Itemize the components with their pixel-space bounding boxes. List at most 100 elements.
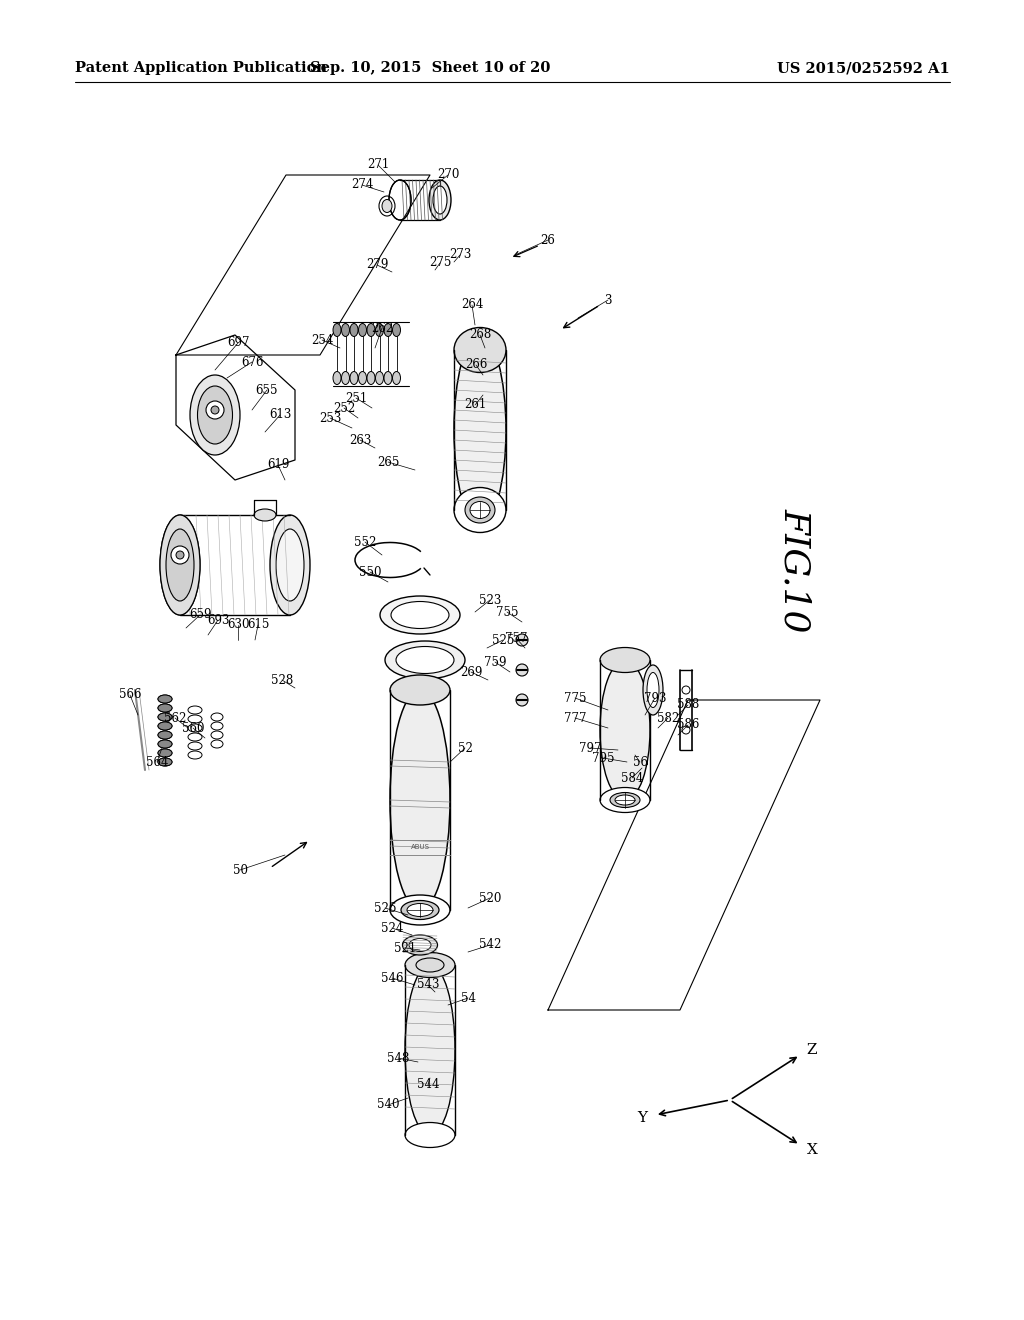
Text: 759: 759: [483, 656, 506, 668]
Ellipse shape: [190, 375, 240, 455]
Ellipse shape: [600, 648, 650, 672]
Ellipse shape: [158, 696, 172, 704]
Ellipse shape: [158, 758, 172, 766]
Text: 271: 271: [367, 158, 389, 172]
Ellipse shape: [402, 935, 437, 954]
Ellipse shape: [465, 498, 495, 523]
Ellipse shape: [647, 672, 659, 708]
Ellipse shape: [416, 958, 444, 972]
Text: 795: 795: [592, 751, 614, 764]
Text: Sep. 10, 2015  Sheet 10 of 20: Sep. 10, 2015 Sheet 10 of 20: [310, 61, 550, 75]
Text: 264: 264: [461, 298, 483, 312]
Ellipse shape: [188, 706, 202, 714]
Ellipse shape: [158, 748, 172, 756]
Text: 251: 251: [345, 392, 368, 404]
Text: 793: 793: [644, 692, 667, 705]
Text: 775: 775: [564, 692, 587, 705]
Bar: [633, 750, 647, 764]
Ellipse shape: [158, 722, 172, 730]
Ellipse shape: [276, 529, 304, 601]
Text: 56: 56: [633, 755, 647, 768]
Text: 520: 520: [479, 891, 501, 904]
Bar: [633, 730, 647, 744]
Bar: [603, 710, 617, 723]
Text: ABUS: ABUS: [411, 843, 429, 850]
Text: 265: 265: [377, 455, 399, 469]
Ellipse shape: [392, 371, 400, 384]
Text: FIG.10: FIG.10: [778, 508, 812, 632]
Text: 275: 275: [429, 256, 452, 269]
Text: 757: 757: [505, 631, 527, 644]
Text: 526: 526: [374, 902, 396, 915]
Text: 274: 274: [351, 178, 373, 191]
Text: 253: 253: [318, 412, 341, 425]
Bar: [603, 750, 617, 764]
Text: 586: 586: [677, 718, 699, 731]
Text: 254: 254: [311, 334, 333, 346]
Text: Y: Y: [637, 1111, 647, 1125]
Ellipse shape: [390, 690, 450, 909]
Text: 550: 550: [358, 565, 381, 578]
Text: US 2015/0252592 A1: US 2015/0252592 A1: [777, 61, 950, 75]
Ellipse shape: [516, 634, 528, 645]
Text: 263: 263: [349, 433, 371, 446]
Ellipse shape: [188, 733, 202, 741]
Text: 615: 615: [247, 619, 269, 631]
Ellipse shape: [333, 371, 341, 384]
Ellipse shape: [610, 792, 640, 808]
Ellipse shape: [158, 731, 172, 739]
Ellipse shape: [406, 953, 455, 978]
Text: 693: 693: [207, 614, 229, 627]
Ellipse shape: [211, 741, 223, 748]
Text: 268: 268: [469, 329, 492, 342]
Ellipse shape: [384, 323, 392, 337]
Ellipse shape: [396, 647, 454, 673]
Ellipse shape: [188, 751, 202, 759]
Ellipse shape: [158, 731, 172, 739]
Text: 797: 797: [579, 742, 601, 755]
Ellipse shape: [176, 550, 184, 558]
Text: 273: 273: [449, 248, 471, 261]
Ellipse shape: [158, 704, 172, 711]
Ellipse shape: [682, 686, 690, 694]
Ellipse shape: [470, 502, 490, 519]
Text: 524: 524: [381, 921, 403, 935]
Ellipse shape: [158, 758, 172, 766]
Ellipse shape: [391, 602, 449, 628]
Ellipse shape: [211, 713, 223, 721]
Text: 50: 50: [232, 863, 248, 876]
Ellipse shape: [158, 696, 172, 704]
Ellipse shape: [341, 323, 349, 337]
Text: 546: 546: [381, 972, 403, 985]
Ellipse shape: [166, 529, 194, 601]
Ellipse shape: [158, 713, 172, 721]
Text: 630: 630: [226, 619, 249, 631]
Bar: [603, 730, 617, 744]
Text: 266: 266: [465, 359, 487, 371]
Text: 552: 552: [354, 536, 376, 549]
Ellipse shape: [454, 487, 506, 532]
Ellipse shape: [407, 903, 433, 916]
Text: Patent Application Publication: Patent Application Publication: [75, 61, 327, 75]
Text: 659: 659: [188, 609, 211, 622]
Ellipse shape: [211, 407, 219, 414]
Ellipse shape: [160, 515, 200, 615]
Ellipse shape: [171, 546, 189, 564]
Text: 697: 697: [226, 337, 249, 350]
Ellipse shape: [358, 323, 367, 337]
Ellipse shape: [409, 939, 431, 952]
Text: 3: 3: [604, 293, 611, 306]
Ellipse shape: [158, 748, 172, 756]
Ellipse shape: [600, 788, 650, 813]
Text: 562: 562: [164, 711, 186, 725]
Ellipse shape: [188, 715, 202, 723]
Ellipse shape: [682, 726, 690, 734]
Ellipse shape: [390, 895, 450, 925]
Text: 54: 54: [461, 991, 475, 1005]
Text: 560: 560: [181, 722, 204, 734]
Ellipse shape: [516, 664, 528, 676]
Text: 676: 676: [241, 355, 263, 368]
Ellipse shape: [390, 675, 450, 705]
Ellipse shape: [433, 186, 447, 214]
Ellipse shape: [454, 327, 506, 372]
